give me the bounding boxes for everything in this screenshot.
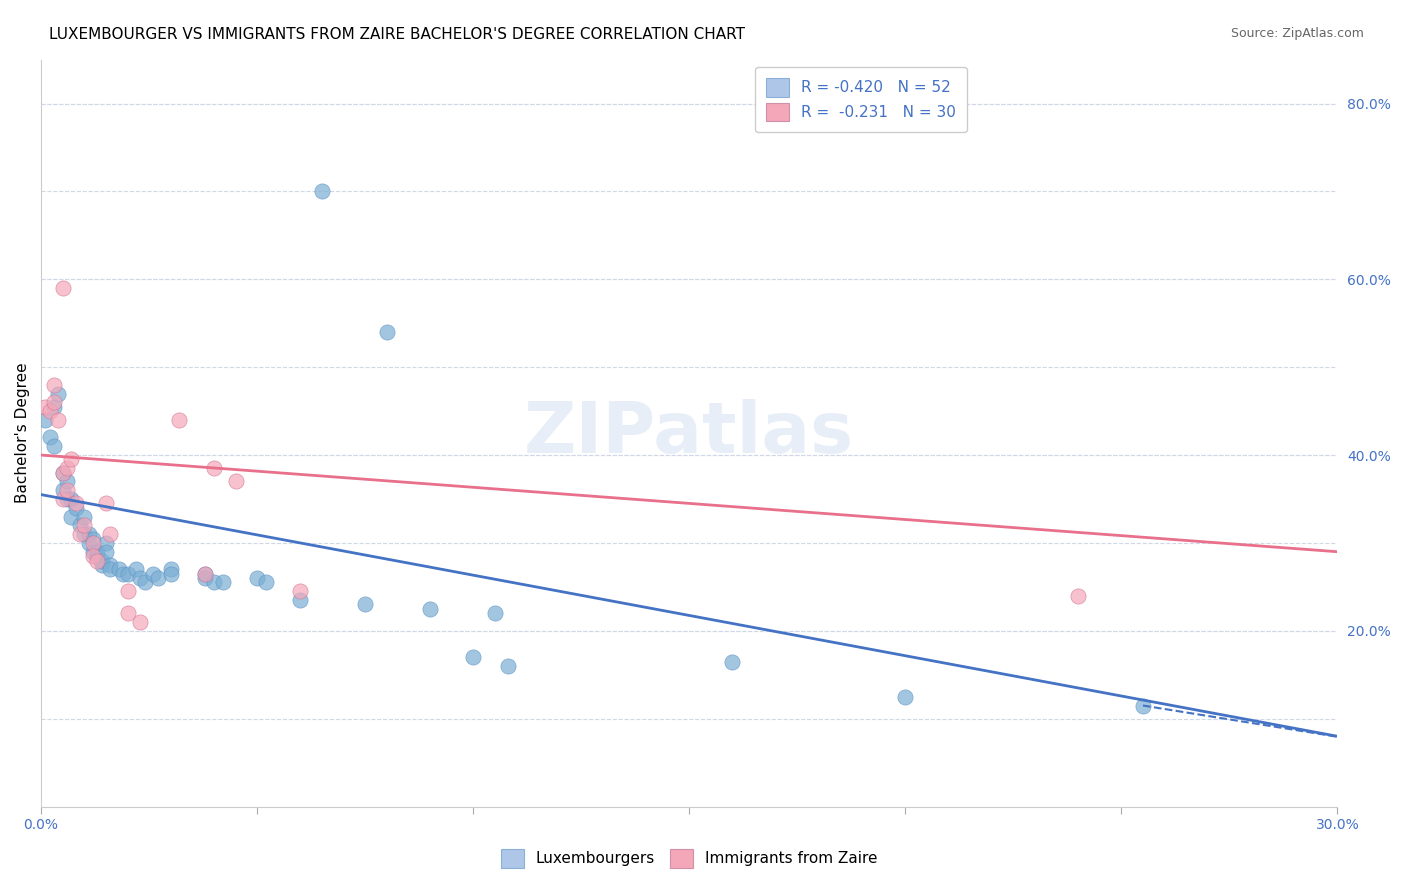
Point bbox=[721, 655, 744, 669]
Point bbox=[77, 536, 100, 550]
Point bbox=[159, 562, 181, 576]
Point bbox=[129, 571, 152, 585]
Point bbox=[82, 549, 104, 563]
Point bbox=[290, 584, 312, 599]
Point bbox=[142, 566, 165, 581]
Point bbox=[56, 491, 79, 506]
Point bbox=[202, 575, 225, 590]
Point bbox=[194, 566, 217, 581]
Point bbox=[254, 575, 277, 590]
Point bbox=[98, 562, 121, 576]
Point bbox=[60, 509, 83, 524]
Point bbox=[73, 518, 96, 533]
Point bbox=[56, 483, 79, 498]
Point bbox=[419, 602, 441, 616]
Point bbox=[65, 500, 87, 515]
Point bbox=[117, 607, 139, 621]
Point bbox=[52, 491, 75, 506]
Point bbox=[202, 461, 225, 475]
Point bbox=[42, 400, 65, 414]
Point bbox=[463, 650, 485, 665]
Point bbox=[69, 518, 91, 533]
Text: ZIPatlas: ZIPatlas bbox=[524, 399, 855, 467]
Point bbox=[73, 509, 96, 524]
Point bbox=[34, 413, 56, 427]
Point bbox=[246, 571, 269, 585]
Point bbox=[86, 553, 108, 567]
Point bbox=[194, 566, 217, 581]
Point bbox=[69, 527, 91, 541]
Point bbox=[56, 475, 79, 489]
Point bbox=[86, 549, 108, 563]
Point bbox=[60, 452, 83, 467]
Point bbox=[375, 325, 398, 339]
Point bbox=[52, 466, 75, 480]
Point bbox=[94, 536, 117, 550]
Legend: R = -0.420   N = 52, R =  -0.231   N = 30: R = -0.420 N = 52, R = -0.231 N = 30 bbox=[755, 67, 967, 132]
Point bbox=[42, 377, 65, 392]
Point bbox=[98, 558, 121, 572]
Point bbox=[38, 404, 60, 418]
Point bbox=[48, 386, 70, 401]
Text: LUXEMBOURGER VS IMMIGRANTS FROM ZAIRE BACHELOR'S DEGREE CORRELATION CHART: LUXEMBOURGER VS IMMIGRANTS FROM ZAIRE BA… bbox=[49, 27, 745, 42]
Point bbox=[290, 593, 312, 607]
Point bbox=[496, 659, 519, 673]
Point bbox=[34, 400, 56, 414]
Point bbox=[98, 527, 121, 541]
Point bbox=[225, 475, 247, 489]
Point bbox=[52, 281, 75, 295]
Point bbox=[73, 527, 96, 541]
Point bbox=[82, 545, 104, 559]
Point bbox=[52, 483, 75, 498]
Point bbox=[52, 466, 75, 480]
Point bbox=[129, 615, 152, 629]
Point bbox=[159, 566, 181, 581]
Point bbox=[112, 566, 135, 581]
Point bbox=[77, 527, 100, 541]
Point bbox=[48, 413, 70, 427]
Point bbox=[56, 461, 79, 475]
Point bbox=[94, 545, 117, 559]
Point bbox=[90, 558, 112, 572]
Point bbox=[94, 496, 117, 510]
Point bbox=[117, 566, 139, 581]
Point bbox=[90, 553, 112, 567]
Y-axis label: Bachelor's Degree: Bachelor's Degree bbox=[15, 363, 30, 503]
Point bbox=[894, 690, 917, 704]
Point bbox=[108, 562, 131, 576]
Point bbox=[311, 185, 333, 199]
Point bbox=[134, 575, 156, 590]
Point bbox=[42, 395, 65, 409]
Text: Source: ZipAtlas.com: Source: ZipAtlas.com bbox=[1230, 27, 1364, 40]
Point bbox=[194, 571, 217, 585]
Point bbox=[169, 413, 191, 427]
Point bbox=[1132, 698, 1154, 713]
Point bbox=[42, 439, 65, 453]
Point bbox=[82, 536, 104, 550]
Point bbox=[354, 598, 377, 612]
Point bbox=[1067, 589, 1090, 603]
Point bbox=[38, 430, 60, 444]
Point bbox=[60, 491, 83, 506]
Point bbox=[211, 575, 233, 590]
Point bbox=[125, 562, 148, 576]
Point bbox=[484, 607, 506, 621]
Point bbox=[117, 584, 139, 599]
Point bbox=[82, 532, 104, 546]
Point bbox=[65, 496, 87, 510]
Point bbox=[146, 571, 169, 585]
Point bbox=[86, 545, 108, 559]
